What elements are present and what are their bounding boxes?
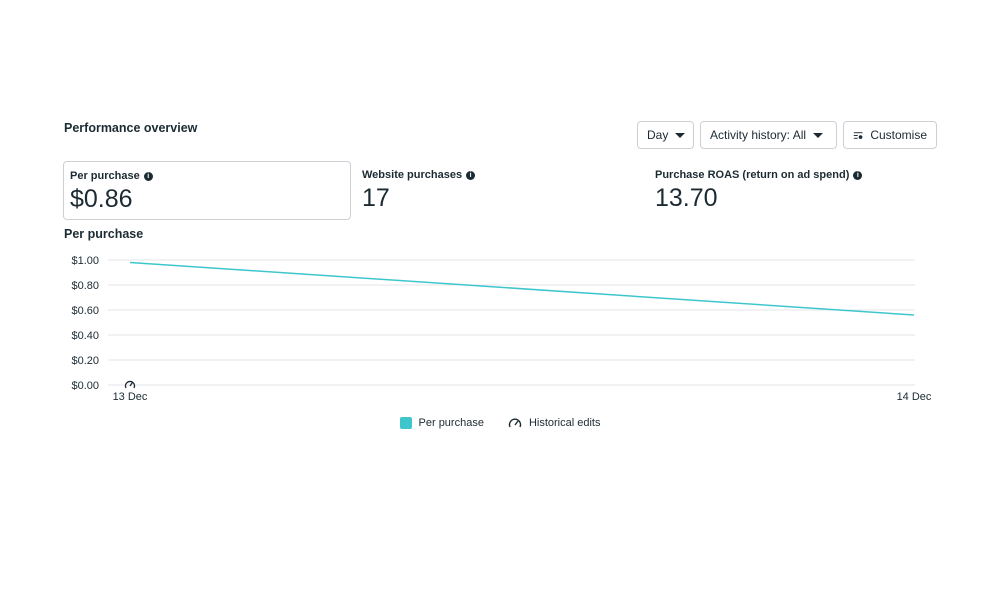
customise-icon (853, 131, 863, 139)
legend-item-historical-edits[interactable]: Historical edits (508, 417, 601, 429)
legend-swatch (399, 417, 412, 429)
metric-card-website-purchases[interactable]: Website purchases i 17 (356, 161, 636, 220)
x-tick-label: 13 Dec (113, 391, 148, 403)
page-title: Performance overview (64, 121, 198, 135)
metric-value: 17 (362, 184, 390, 212)
chart-legend: Per purchase Historical edits (0, 417, 1000, 429)
series-line (129, 261, 915, 316)
metric-card-purchase-roas[interactable]: Purchase ROAS (return on ad spend) i 13.… (649, 161, 939, 220)
caret-down-icon (813, 132, 824, 138)
chart-title: Per purchase (64, 227, 144, 241)
customise-label: Customise (870, 128, 927, 142)
legend-label: Historical edits (528, 417, 601, 429)
customise-button[interactable]: Customise (843, 121, 937, 149)
legend-item-per-purchase[interactable]: Per purchase (399, 417, 484, 429)
y-tick-label: $0.20 (71, 355, 99, 367)
y-tick-label: $0.00 (71, 380, 99, 392)
metric-value: 13.70 (655, 184, 718, 212)
info-icon[interactable]: i (143, 171, 153, 181)
metric-label: Website purchases (362, 169, 463, 181)
caret-down-icon (675, 132, 686, 138)
y-tick-label: $0.40 (71, 330, 99, 342)
info-icon[interactable]: i (466, 170, 476, 180)
gauge-icon (508, 418, 522, 428)
info-icon[interactable]: i (853, 170, 863, 180)
metric-value: $0.86 (70, 185, 133, 213)
activity-history-dropdown[interactable]: Activity history: All (700, 121, 837, 149)
y-tick-label: $0.80 (71, 280, 99, 292)
day-dropdown[interactable]: Day (637, 121, 694, 149)
activity-history-label: Activity history: All (710, 128, 807, 142)
y-tick-label: $0.60 (71, 305, 99, 317)
legend-label: Per purchase (418, 417, 484, 429)
metric-label: Purchase ROAS (return on ad spend) (655, 169, 850, 181)
x-tick-label: 14 Dec (897, 391, 932, 403)
metric-label: Per purchase (70, 170, 140, 182)
day-dropdown-label: Day (647, 128, 669, 142)
historical-edit-marker-icon (124, 380, 136, 389)
metric-card-per-purchase[interactable]: Per purchase i $0.86 (63, 161, 351, 220)
y-tick-label: $1.00 (71, 255, 99, 267)
